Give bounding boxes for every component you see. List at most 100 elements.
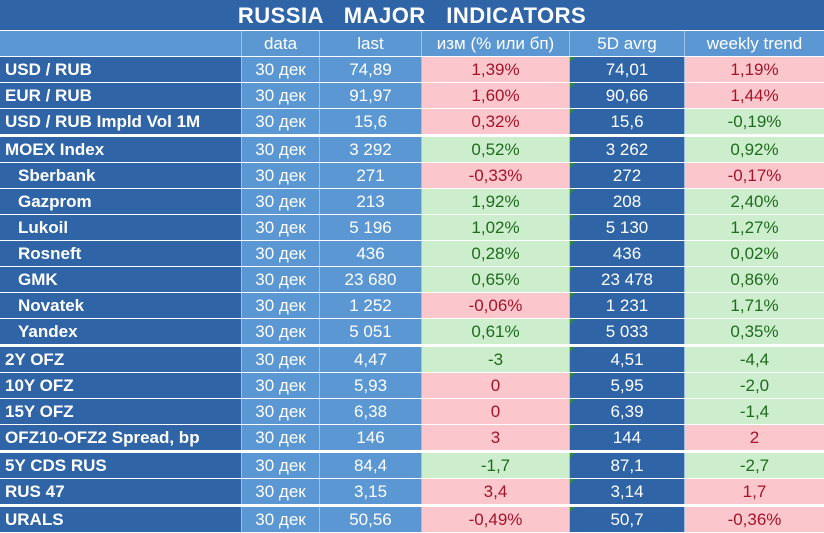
cell-error-marker-icon — [570, 319, 575, 324]
last-value-cell: 5 051 — [320, 319, 422, 344]
change-cell: 3 — [422, 425, 570, 450]
last-value-cell: 6,38 — [320, 399, 422, 424]
table-row: RUS 47 30 дек 3,15 3,4 3,14 1,7 — [0, 479, 824, 505]
weekly-trend-cell-text: 2 — [749, 428, 760, 447]
indicator-name: EUR / RUB — [0, 83, 242, 108]
change-cell: 3,4 — [422, 479, 570, 504]
last-value-cell: 15,6 — [320, 109, 422, 134]
weekly-trend-cell-text: -0,36% — [727, 510, 782, 529]
table-row: 2Y OFZ 30 дек 4,47 -3 4,51 -4,4 — [0, 347, 824, 373]
last-value-cell: 5 196 — [320, 215, 422, 240]
change-cell-text: 0,65% — [471, 270, 520, 289]
five-day-average-cell: 15,6 — [570, 109, 685, 134]
date-cell-text: 30 дек — [255, 482, 306, 501]
date-cell-text: 30 дек — [255, 322, 306, 341]
date-cell-text: 30 дек — [255, 296, 306, 315]
five-day-average-cell: 5 033 — [570, 319, 685, 344]
indicator-name: USD / RUB — [0, 57, 242, 82]
change-cell: 0,65% — [422, 267, 570, 292]
cell-error-marker-icon — [570, 137, 575, 142]
last-value-cell: 84,4 — [320, 453, 422, 478]
date-cell-text: 30 дек — [255, 192, 306, 211]
five-day-average-cell-text: 272 — [612, 166, 642, 185]
date-cell: 30 дек — [242, 373, 320, 398]
group-separator — [0, 451, 824, 453]
five-day-average-cell: 3,14 — [570, 479, 685, 504]
date-cell: 30 дек — [242, 453, 320, 478]
last-value-cell: 3 292 — [320, 137, 422, 162]
indicator-name: Rosneft — [0, 241, 242, 266]
five-day-average-cell-text: 23 478 — [601, 270, 653, 289]
date-cell-text: 30 дек — [255, 428, 306, 447]
cell-error-marker-icon — [570, 425, 575, 430]
date-cell: 30 дек — [242, 163, 320, 188]
last-value-cell: 436 — [320, 241, 422, 266]
change-cell: -3 — [422, 347, 570, 372]
date-cell: 30 дек — [242, 109, 320, 134]
five-day-average-cell: 50,7 — [570, 507, 685, 532]
last-value-cell: 271 — [320, 163, 422, 188]
change-cell-text: -0,49% — [468, 510, 523, 529]
last-value-cell: 146 — [320, 425, 422, 450]
weekly-trend-cell: -0,19% — [685, 109, 824, 134]
table-row: Yandex 30 дек 5 051 0,61% 5 033 0,35% — [0, 319, 824, 345]
five-day-average-cell: 4,51 — [570, 347, 685, 372]
last-value-cell-text: 91,97 — [349, 86, 392, 105]
five-day-average-cell-text: 5 130 — [605, 218, 649, 237]
cell-error-marker-icon — [570, 507, 575, 512]
five-day-average-cell-text: 74,01 — [605, 60, 649, 79]
date-cell: 30 дек — [242, 137, 320, 162]
five-day-average-cell: 74,01 — [570, 57, 685, 82]
date-cell: 30 дек — [242, 479, 320, 504]
last-value-cell: 91,97 — [320, 83, 422, 108]
date-cell-text: 30 дек — [255, 402, 306, 421]
last-value-cell: 1 252 — [320, 293, 422, 318]
table-row: OFZ10-OFZ2 Spread, bp 30 дек 146 3 144 2 — [0, 425, 824, 451]
indicator-name: Sberbank — [0, 163, 242, 188]
indicator-name: Novatek — [0, 293, 242, 318]
group-separator — [0, 345, 824, 347]
indicator-name: 5Y CDS RUS — [0, 453, 242, 478]
date-cell-text: 30 дек — [255, 218, 306, 237]
five-day-average-cell: 1 231 — [570, 293, 685, 318]
indicator-name: GMK — [0, 267, 242, 292]
last-value-cell-text: 15,6 — [353, 112, 388, 131]
weekly-trend-cell-text: 1,71% — [730, 296, 779, 315]
last-value-cell-text: 4,47 — [353, 350, 388, 369]
change-cell-text: 0,32% — [471, 112, 520, 131]
weekly-trend-cell-text: -2,0 — [739, 376, 770, 395]
date-cell: 30 дек — [242, 319, 320, 344]
change-cell-text: 1,92% — [471, 192, 520, 211]
five-day-average-cell: 5 130 — [570, 215, 685, 240]
date-cell: 30 дек — [242, 399, 320, 424]
five-day-average-cell: 3 262 — [570, 137, 685, 162]
last-value-cell: 23 680 — [320, 267, 422, 292]
date-cell-text: 30 дек — [255, 86, 306, 105]
indicator-name-text: Novatek — [18, 296, 85, 315]
weekly-trend-cell: 0,02% — [685, 241, 824, 266]
indicator-name: USD / RUB Impld Vol 1M — [0, 109, 242, 134]
weekly-trend-cell-text: 1,19% — [730, 60, 779, 79]
header-weekly-trend: weekly trend — [685, 31, 824, 56]
header-row: data last изм (% или бп) 5D avrg weekly … — [0, 31, 824, 57]
five-day-average-cell-text: 208 — [612, 192, 642, 211]
five-day-average-cell: 272 — [570, 163, 685, 188]
weekly-trend-cell-text: -0,19% — [727, 112, 782, 131]
cell-error-marker-icon — [570, 347, 575, 352]
date-cell: 30 дек — [242, 507, 320, 532]
five-day-average-cell: 87,1 — [570, 453, 685, 478]
table-row: Gazprom 30 дек 213 1,92% 208 2,40% — [0, 189, 824, 215]
weekly-trend-cell-text: -0,17% — [727, 166, 782, 185]
indicator-name: Yandex — [0, 319, 242, 344]
weekly-trend-cell: -2,0 — [685, 373, 824, 398]
last-value-cell: 50,56 — [320, 507, 422, 532]
last-value-cell: 5,93 — [320, 373, 422, 398]
indicator-name: OFZ10-OFZ2 Spread, bp — [0, 425, 242, 450]
table-row: Novatek 30 дек 1 252 -0,06% 1 231 1,71% — [0, 293, 824, 319]
indicator-name-text: EUR / RUB — [5, 86, 92, 105]
table-row: MOEX Index 30 дек 3 292 0,52% 3 262 0,92% — [0, 137, 824, 163]
weekly-trend-cell: 1,71% — [685, 293, 824, 318]
date-cell-text: 30 дек — [255, 166, 306, 185]
date-cell-text: 30 дек — [255, 376, 306, 395]
indicator-name: 15Y OFZ — [0, 399, 242, 424]
